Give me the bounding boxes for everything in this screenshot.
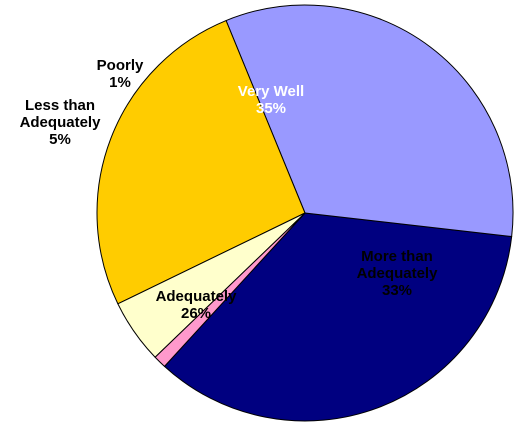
pie-slice-label: More than Adequately 33% — [357, 248, 439, 299]
pie-slice — [96, 20, 306, 305]
pie-slice — [154, 212, 306, 367]
slice-category: Adequately — [156, 288, 238, 305]
pie-slice-label: Adequately 26% — [156, 288, 238, 322]
slice-category: Very Well — [238, 83, 304, 100]
slice-category: Adequately — [357, 265, 439, 282]
slice-percent: 1% — [109, 74, 131, 91]
slice-category: More than — [361, 248, 433, 265]
slice-percent: 5% — [49, 131, 71, 148]
pie-slice — [163, 212, 513, 422]
pie-slice — [225, 4, 514, 238]
slice-percent: 26% — [181, 305, 211, 322]
slice-percent: 35% — [256, 100, 286, 117]
pie-slices — [96, 4, 514, 422]
slice-category: Poorly — [97, 57, 144, 74]
slice-percent: 33% — [382, 282, 412, 299]
pie-labels: Very Well 35%More than Adequately 33%Adequa… — [20, 57, 439, 322]
pie-slice-label: Poorly 1% — [97, 57, 144, 91]
slice-category: Adequately — [20, 114, 102, 131]
pie-slice-label: Very Well 35% — [238, 83, 304, 117]
slice-category: Less than — [25, 97, 95, 114]
pie-slice-label: Less than Adequately 5% — [20, 97, 102, 148]
